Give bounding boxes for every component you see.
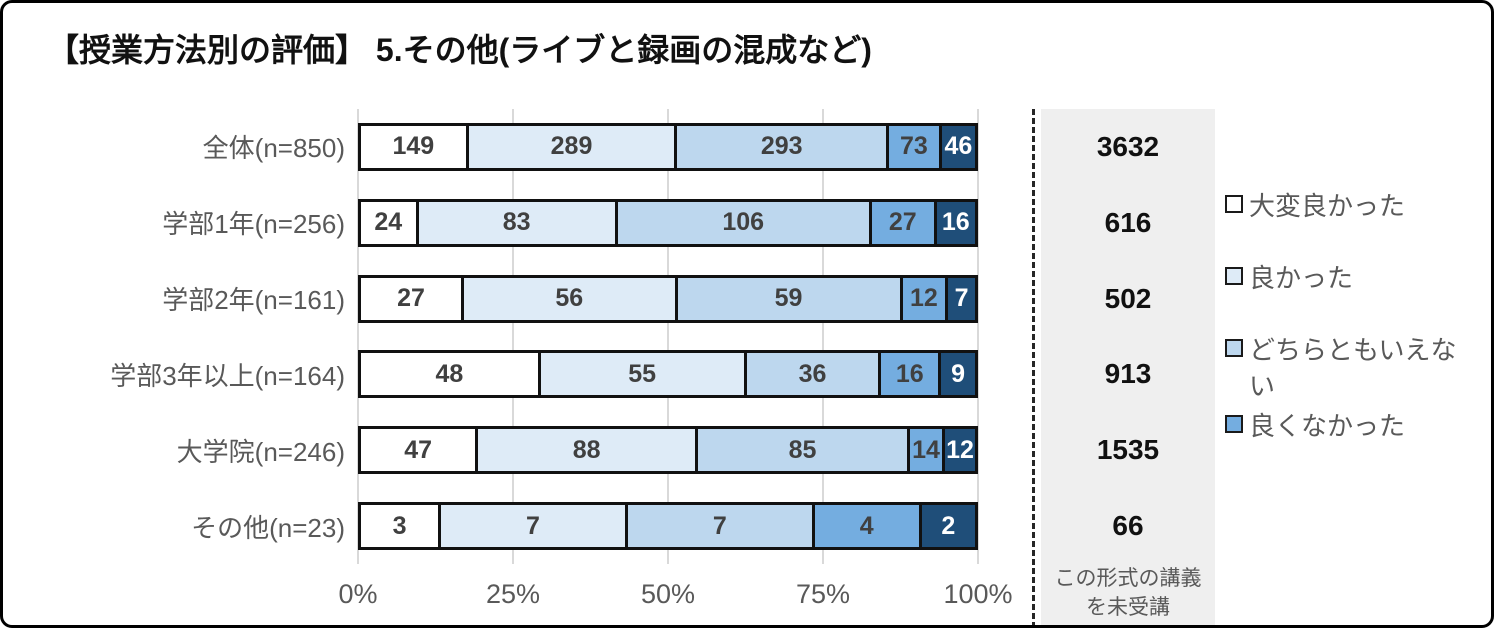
x-tick: 75% <box>795 579 851 609</box>
category-label: 大学院(n=246) <box>176 436 345 467</box>
bar-row: 48 55 36 16 9 <box>358 337 978 413</box>
legend-label: どちらともいえない <box>1249 335 1457 402</box>
legend-swatch <box>1225 415 1243 433</box>
gridline <box>822 109 824 564</box>
bar-segment-5: 16 <box>936 201 975 244</box>
unreceived-count: 3632 <box>1096 130 1160 162</box>
bar-segment-2: 289 <box>468 125 678 168</box>
bar-segment-2: 55 <box>540 353 747 396</box>
bar-segment-3: 7 <box>627 505 815 548</box>
bar-segment-5: 46 <box>941 125 975 168</box>
bar-segment-1: 24 <box>361 201 419 244</box>
bar-segment-4: 12 <box>902 277 949 320</box>
legend-item: どちらともいえない <box>1225 332 1467 405</box>
bar-segment-3: 36 <box>746 353 882 396</box>
legend-swatch <box>1225 267 1243 285</box>
stacked-bar: 149 289 293 73 46 <box>358 122 978 171</box>
bar-rows: 149 289 293 73 46 24 83 106 27 16 27 56 59 12 7 48 55 36 1… <box>358 109 978 564</box>
bar-segment-1: 47 <box>361 429 479 472</box>
category-label: 学部2年(n=161) <box>162 285 345 316</box>
unreceived-panel: 3632 616 502 913 1535 66 この形式の講義 を未受講 <box>1041 109 1215 625</box>
stacked-bar: 27 56 59 12 7 <box>358 274 978 323</box>
bar-segment-3: 85 <box>697 429 911 472</box>
bar-segment-4: 14 <box>910 429 946 472</box>
category-label: 学部3年以上(n=164) <box>110 360 345 391</box>
bar-segment-3: 106 <box>617 201 872 244</box>
unreceived-count: 502 <box>1104 282 1152 314</box>
bar-segment-1: 27 <box>361 277 464 320</box>
category-label: その他(n=23) <box>191 512 345 543</box>
gridline <box>357 109 359 564</box>
bar-segment-1: 48 <box>361 353 541 396</box>
bar-segment-2: 56 <box>463 277 678 320</box>
bar-segment-3: 293 <box>677 125 890 168</box>
stacked-bar: 24 83 106 27 16 <box>358 198 978 247</box>
bar-segment-1: 3 <box>361 505 442 548</box>
unreceived-footer-line: を未受講 <box>1086 595 1170 619</box>
bar-segment-5: 12 <box>945 429 975 472</box>
bar-row: 27 56 59 12 7 <box>358 261 978 337</box>
bar-segment-5: 9 <box>941 353 975 396</box>
bar-segment-4: 4 <box>814 505 922 548</box>
bar-segment-4: 16 <box>881 353 942 396</box>
bar-segment-5: 7 <box>948 277 975 320</box>
bar-segment-4: 27 <box>871 201 937 244</box>
bar-segment-2: 83 <box>418 201 618 244</box>
unreceived-footer: この形式の講義 を未受講 <box>1041 565 1215 622</box>
unreceived-count: 1535 <box>1096 434 1160 466</box>
chart-title: 【授業方法別の評価】 5.その他(ライブと録画の混成など) <box>47 32 872 68</box>
gridline <box>667 109 669 564</box>
unreceived-count: 66 <box>1112 510 1144 542</box>
category-labels: 全体(n=850) 学部1年(n=256) 学部2年(n=161) 学部3年以上(n=… <box>3 109 345 564</box>
legend-item: 良くなかった <box>1225 408 1467 444</box>
bar-segment-1: 149 <box>361 125 469 168</box>
plot-gridlines <box>357 109 979 564</box>
gridline <box>977 109 979 564</box>
x-tick: 50% <box>640 579 696 609</box>
chart-region: 全体(n=850) 学部1年(n=256) 学部2年(n=161) 学部3年以上(n=… <box>3 109 1491 625</box>
x-tick: 100% <box>943 579 1013 609</box>
bar-row: 149 289 293 73 46 <box>358 109 978 185</box>
unreceived-footer-line: この形式の講義 <box>1054 567 1202 591</box>
bar-row: 47 88 85 14 12 <box>358 412 978 488</box>
stacked-bar: 48 55 36 16 9 <box>358 350 978 399</box>
category-label: 全体(n=850) <box>202 133 345 164</box>
bar-segment-2: 88 <box>478 429 698 472</box>
x-tick: 0% <box>338 579 378 609</box>
unreceived-count: 913 <box>1104 358 1152 390</box>
legend-label: 良くなかった <box>1249 411 1406 441</box>
bar-segment-5: 2 <box>921 505 975 548</box>
unreceived-count: 616 <box>1104 206 1152 238</box>
x-tick: 25% <box>485 579 541 609</box>
x-axis: 0% 25% 50% 75% 100% <box>338 579 1012 619</box>
bar-segment-4: 73 <box>889 125 942 168</box>
stacked-bar: 47 88 85 14 12 <box>358 426 978 475</box>
plot-area: 149 289 293 73 46 24 83 106 27 16 27 56 59 12 7 48 55 36 1… <box>357 109 979 564</box>
category-label: 学部1年(n=256) <box>162 209 345 240</box>
legend-label: 大変良かった <box>1249 191 1406 221</box>
unreceived-values: 3632 616 502 913 1535 66 <box>1041 109 1215 564</box>
bar-segment-3: 59 <box>677 277 903 320</box>
legend-item: 良かった <box>1225 260 1467 296</box>
legend-label: 良かった <box>1249 263 1354 293</box>
legend-item: 大変良かった <box>1225 188 1467 224</box>
bar-row: 24 83 106 27 16 <box>358 185 978 261</box>
legend-swatch <box>1225 339 1243 357</box>
legend-swatch <box>1225 195 1243 213</box>
legend: 大変良かった 良かったどちらともいえない良くなかった <box>1225 109 1489 564</box>
gridline <box>512 109 514 564</box>
bar-segment-2: 7 <box>441 505 628 548</box>
dashed-divider-line <box>1032 109 1035 625</box>
